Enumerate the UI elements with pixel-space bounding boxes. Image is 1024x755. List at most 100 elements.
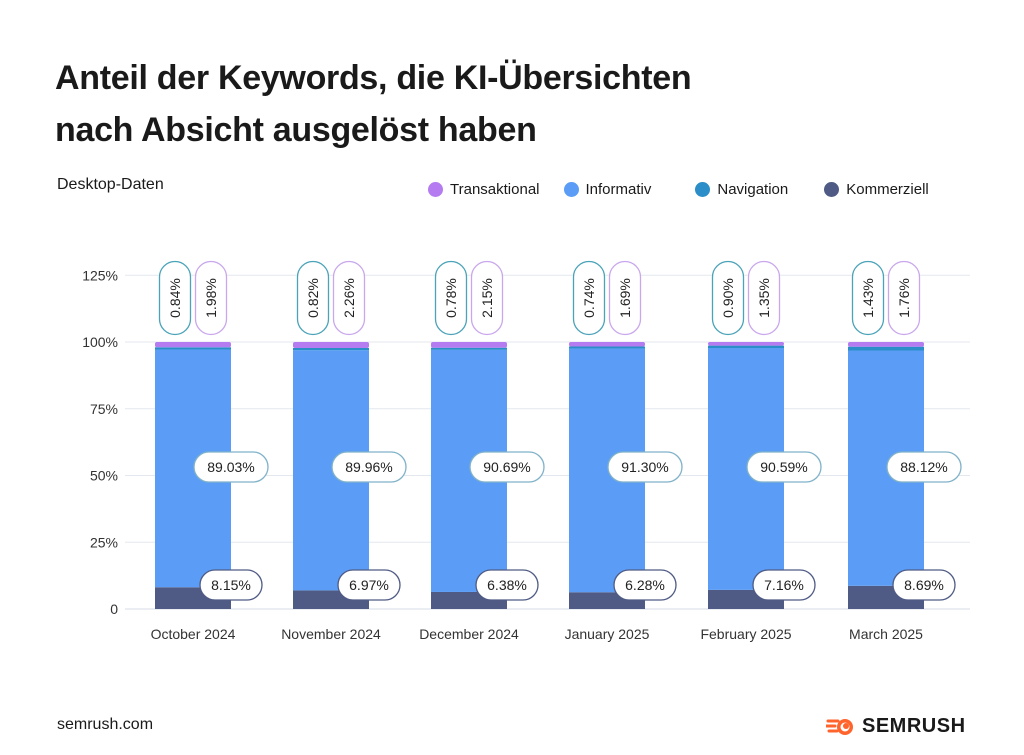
data-label: 0.82% (305, 278, 321, 318)
data-label: 89.96% (345, 459, 392, 475)
label-navigation: 1.43% (851, 260, 885, 336)
data-label-bg (296, 260, 330, 336)
x-tick-label: October 2024 (151, 626, 236, 642)
bar-segment-navigation (431, 347, 507, 350)
bar-segment-transaktional (155, 342, 231, 348)
label-navigation: 0.78% (434, 260, 468, 336)
data-label-bg (337, 569, 401, 601)
x-tick-label: January 2025 (565, 626, 650, 642)
legend-label: Kommerziell (846, 181, 929, 198)
data-label-bg (158, 260, 192, 336)
legend-label: Navigation (717, 181, 789, 198)
data-label: 6.38% (487, 577, 527, 593)
label-kommerziell: 8.69% (892, 569, 956, 601)
data-label: 90.59% (760, 459, 807, 475)
label-transaktional: 2.15% (470, 260, 504, 336)
data-label-bg (469, 451, 545, 483)
data-label-bg (886, 451, 962, 483)
semrush-flame-icon (826, 718, 853, 735)
label-kommerziell: 6.38% (475, 569, 539, 601)
x-tick-label: November 2024 (281, 626, 381, 642)
data-label-bg (194, 260, 228, 336)
label-transaktional: 1.98% (194, 260, 228, 336)
legend-item-transaktional: Transaktional (428, 181, 540, 198)
data-label: 88.12% (900, 459, 947, 475)
data-label-bg (607, 451, 683, 483)
legend: Transaktional Informativ Navigation Kommerz… (428, 181, 929, 198)
data-label: 90.69% (483, 459, 530, 475)
semrush-logo: SEMRUSH (826, 715, 966, 738)
data-label-bg (747, 260, 781, 336)
bar-segment-transaktional (569, 341, 645, 347)
label-informativ: 90.59% (746, 451, 822, 483)
legend-swatch (695, 182, 711, 197)
label-informativ: 89.03% (193, 451, 269, 483)
label-kommerziell: 6.28% (613, 569, 677, 601)
chart-title: Anteil der Keywords, die KI-Übersichten … (55, 52, 692, 156)
data-label: 1.43% (860, 278, 876, 318)
label-informativ: 91.30% (607, 451, 683, 483)
data-label: 6.97% (349, 577, 389, 593)
label-kommerziell: 8.15% (199, 569, 263, 601)
data-label-bg (851, 260, 885, 336)
label-kommerziell: 7.16% (752, 569, 816, 601)
x-tick-label: December 2024 (419, 626, 519, 642)
data-label: 7.16% (764, 577, 804, 593)
label-transaktional: 2.26% (332, 260, 366, 336)
data-label-bg (613, 569, 677, 601)
bar-segment-navigation (848, 346, 924, 351)
subtitle: Desktop-Daten (57, 176, 164, 193)
data-label: 0.84% (167, 278, 183, 318)
legend-swatch (824, 182, 840, 197)
y-tick-label: 50% (90, 468, 118, 484)
data-label: 6.28% (625, 577, 665, 593)
legend-item-navigation: Navigation (695, 181, 788, 198)
title-line-2: nach Absicht ausgelöst haben (55, 111, 537, 149)
data-label-bg (199, 569, 263, 601)
data-label-bg (332, 260, 366, 336)
data-label: 1.76% (896, 278, 912, 318)
label-transaktional: 1.69% (608, 260, 642, 336)
data-label-bg (331, 451, 407, 483)
label-navigation: 0.84% (158, 260, 192, 336)
y-tick-label: 75% (90, 401, 118, 417)
data-label: 1.98% (203, 278, 219, 318)
data-label: 1.35% (756, 278, 772, 318)
bar-segment-navigation (293, 348, 369, 351)
label-transaktional: 1.35% (747, 260, 781, 336)
x-tick-label: February 2025 (700, 626, 791, 642)
data-label: 0.78% (443, 278, 459, 318)
legend-item-informativ: Informativ (563, 181, 652, 198)
data-label: 1.69% (617, 278, 633, 318)
data-label-bg (746, 451, 822, 483)
y-tick-label: 0 (110, 601, 118, 617)
data-label: 2.15% (479, 278, 495, 318)
data-label-bg (892, 569, 956, 601)
legend-swatch (428, 182, 443, 197)
data-label-bg (475, 569, 539, 601)
bar-segment-transaktional (848, 342, 924, 347)
data-label-bg (572, 260, 606, 336)
bar-segment-navigation (155, 347, 231, 350)
data-label-bg (711, 260, 745, 336)
bar-segment-navigation (708, 345, 784, 349)
label-kommerziell: 6.97% (337, 569, 401, 601)
y-tick-label: 100% (82, 334, 118, 350)
title-line-1: Anteil der Keywords, die KI-Übersichten (55, 59, 692, 97)
label-informativ: 88.12% (886, 451, 962, 483)
data-label: 89.03% (207, 459, 254, 475)
legend-swatch (563, 182, 579, 197)
bar-segment-transaktional (431, 342, 507, 348)
legend-label: Transaktional (450, 181, 540, 198)
label-transaktional: 1.76% (887, 260, 921, 336)
data-label: 91.30% (621, 459, 668, 475)
legend-label: Informativ (585, 181, 652, 198)
data-label-bg (752, 569, 816, 601)
label-navigation: 0.90% (711, 260, 745, 336)
bar-segment-transaktional (293, 341, 369, 349)
label-navigation: 0.74% (572, 260, 606, 336)
x-tick-label: March 2025 (849, 626, 923, 642)
data-label-bg (608, 260, 642, 336)
data-label-bg (434, 260, 468, 336)
